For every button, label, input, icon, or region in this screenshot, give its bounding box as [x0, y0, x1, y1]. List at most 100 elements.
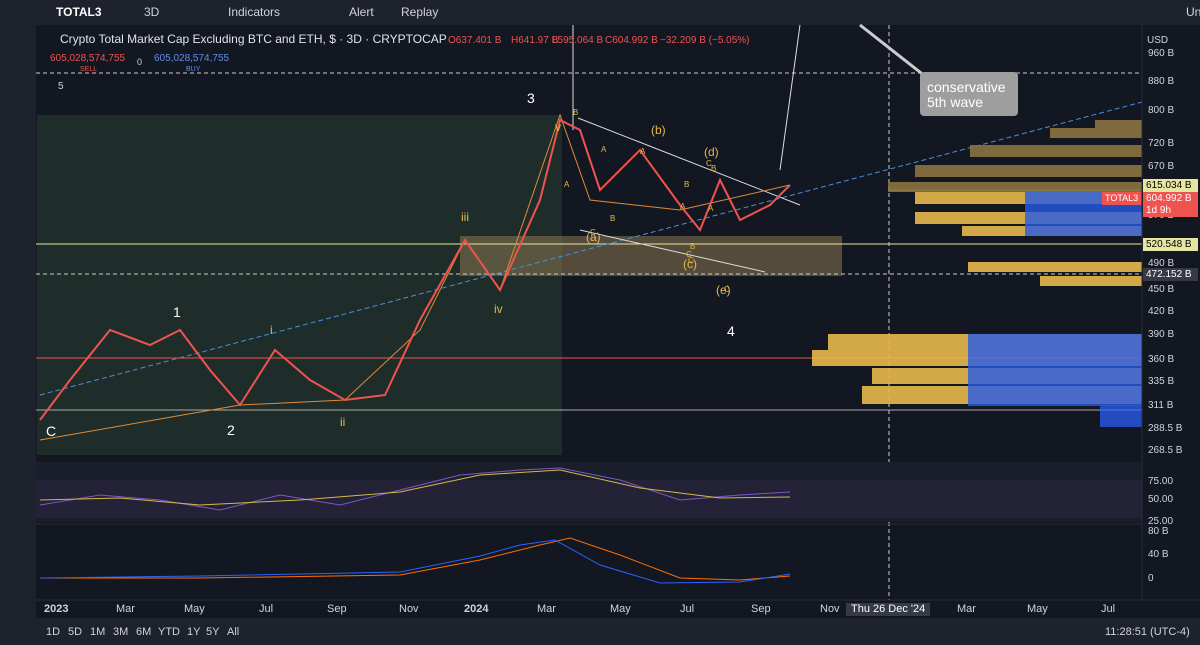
wave-label: (e): [716, 283, 731, 297]
orange-zone: [460, 236, 842, 276]
trend-line: [39, 101, 1143, 396]
wave-label: 1: [173, 304, 181, 320]
rsi-tick: 50.00: [1148, 494, 1174, 505]
timeframe-button[interactable]: 6M: [136, 626, 152, 638]
minor-wave-label: A: [640, 147, 646, 156]
trend-line: [577, 117, 801, 206]
wave-label: (a): [586, 230, 601, 244]
timeframe-button[interactable]: All: [227, 626, 240, 638]
time-tick: 2023: [44, 603, 69, 615]
wave-label: 3: [527, 90, 535, 106]
buy-label[interactable]: BUY: [186, 66, 201, 73]
macd-tick: 80 B: [1148, 526, 1169, 537]
minor-wave-label: C: [724, 285, 730, 294]
alert-button[interactable]: Alert: [349, 5, 374, 19]
timeframe-button[interactable]: YTD: [158, 626, 180, 638]
trend-line: [779, 24, 801, 171]
countdown: 1d 9h: [1143, 204, 1198, 217]
wave-label: i: [270, 323, 273, 337]
price-tick: 335 B: [1148, 376, 1175, 387]
time-tick: Nov: [399, 603, 419, 615]
wave-label: 2: [227, 422, 235, 438]
time-tick: Mar: [537, 603, 556, 615]
price-badge: 520.548 B: [1143, 238, 1198, 251]
arrow: [859, 23, 931, 82]
wave-label: ii: [340, 415, 346, 429]
price-tick: 720 B: [1148, 138, 1175, 149]
macd-tick: 0: [1148, 573, 1154, 584]
minor-wave-label: B: [610, 214, 616, 223]
time-tick: Mar: [957, 603, 976, 615]
chart-title: Crypto Total Market Cap Excluding BTC an…: [60, 32, 447, 46]
annotation: conservative 5th wave: [927, 79, 1006, 110]
time-tick: Jul: [1101, 603, 1116, 615]
wave-label: v: [555, 120, 561, 134]
timeframe-button[interactable]: 5D: [68, 626, 83, 638]
wave-label: iv: [494, 302, 503, 316]
minor-wave-label: C: [706, 159, 712, 168]
wave-label: (c): [683, 257, 697, 271]
time-tick: Thu 26 Dec '24: [846, 603, 931, 616]
minor-wave-label: C: [686, 250, 692, 259]
timeframe-button[interactable]: 1D: [46, 626, 61, 638]
bottom-bar: [0, 618, 1200, 645]
currency[interactable]: USD: [1147, 35, 1169, 46]
time-tick: Sep: [751, 603, 771, 615]
sell-price[interactable]: 605,028,574,755: [50, 53, 126, 64]
minor-wave-label: B: [690, 242, 696, 251]
time-tick: Jul: [680, 603, 695, 615]
symbol-badge: TOTAL3: [1102, 192, 1142, 205]
indicators-button[interactable]: Indicators: [228, 5, 281, 19]
time-tick: May: [1027, 603, 1048, 615]
left-toolbar: [0, 25, 36, 645]
sell-label[interactable]: SELL: [80, 66, 98, 73]
minor-wave-label: C: [688, 256, 694, 265]
rsi-line: [39, 467, 791, 511]
timeframe-button[interactable]: 1Y: [187, 626, 201, 638]
time-tick: May: [184, 603, 205, 615]
price-badge: 472.152 B: [1143, 268, 1198, 281]
price-tick: 490 B: [1148, 258, 1175, 269]
price-tick: 880 B: [1148, 76, 1175, 87]
rsi-ma: [39, 469, 791, 506]
top-bar: [0, 0, 1200, 25]
replay-button[interactable]: Replay: [401, 5, 439, 19]
volume-profile: [812, 120, 1142, 427]
account[interactable]: Un: [1186, 5, 1200, 19]
price-tick: 670 B: [1148, 161, 1175, 172]
timeframe-button[interactable]: 3M: [113, 626, 129, 638]
trend-line: [579, 229, 766, 273]
macd-line: [39, 539, 791, 584]
minor-wave-label: A: [680, 202, 686, 211]
minor-wave-label: C: [590, 228, 596, 237]
buy-price[interactable]: 605,028,574,755: [154, 53, 230, 64]
macd-signal: [40, 537, 791, 581]
wave-label: (d): [704, 145, 719, 159]
clock: 11:28:51 (UTC-4): [1105, 626, 1190, 638]
minor-wave-label: B: [711, 164, 717, 173]
wave-label: (b): [651, 123, 666, 137]
ohlc-value: −32.209 B (−5.05%): [660, 35, 750, 46]
ohlc-value: L595.064 B: [552, 35, 604, 46]
wave-label: C: [46, 423, 57, 439]
price-tick: 288.5 B: [1148, 423, 1183, 434]
price-tick: 311 B: [1148, 400, 1174, 411]
interval[interactable]: 3D: [144, 5, 160, 19]
time-tick: May: [610, 603, 631, 615]
rsi-band: [36, 480, 1142, 518]
timeframe-button[interactable]: 5Y: [206, 626, 220, 638]
symbol-search[interactable]: TOTAL3: [56, 5, 102, 19]
timeframe-button[interactable]: 1M: [90, 626, 106, 638]
minor-wave-label: B: [573, 108, 579, 117]
price-tick: 420 B: [1148, 306, 1175, 317]
macd-tick: 40 B: [1148, 549, 1169, 560]
price-tick: 800 B: [1148, 105, 1175, 116]
price-tick: 268.5 B: [1148, 445, 1183, 456]
time-tick: Jul: [259, 603, 274, 615]
price-tick: 960 B: [1148, 48, 1175, 59]
indicator-count[interactable]: 5: [58, 81, 64, 92]
wave-label: iii: [461, 210, 469, 224]
green-zone: [37, 115, 562, 455]
